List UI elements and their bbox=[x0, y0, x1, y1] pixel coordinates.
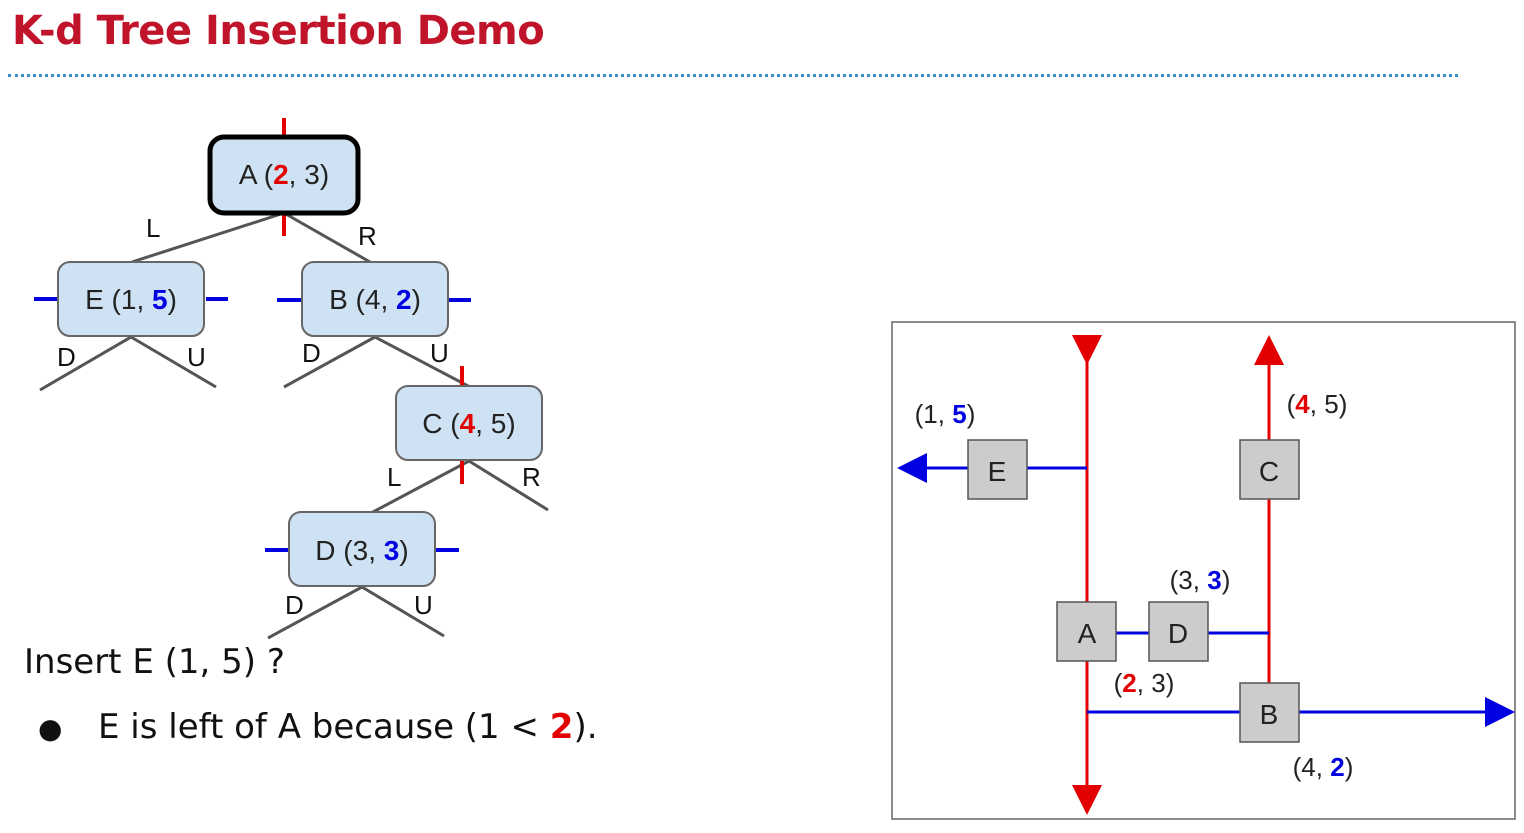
svg-text:A (2, 3): A (2, 3) bbox=[239, 159, 329, 190]
node-id: D bbox=[315, 535, 335, 566]
edge-label: R bbox=[358, 221, 377, 251]
plane-point-d: D bbox=[1148, 601, 1209, 662]
plane-point-e: E bbox=[967, 439, 1028, 500]
node-y: 3 bbox=[304, 159, 320, 190]
edge-label: D bbox=[57, 342, 76, 372]
title-divider bbox=[8, 74, 1458, 77]
node-id: B bbox=[329, 284, 348, 315]
node-y: 5 bbox=[491, 408, 507, 439]
edge-label: D bbox=[302, 338, 321, 368]
plane-panel bbox=[891, 321, 1516, 820]
node-id: C bbox=[422, 408, 442, 439]
edge-label: U bbox=[430, 338, 449, 368]
plane-point-c: C bbox=[1239, 439, 1300, 500]
tree-edges bbox=[39, 211, 549, 640]
node-y: 3 bbox=[384, 535, 400, 566]
node-y: 2 bbox=[396, 284, 412, 315]
node-x: 2 bbox=[273, 159, 289, 190]
bullet-icon: ● bbox=[38, 712, 63, 745]
node-x: 4 bbox=[365, 284, 381, 315]
svg-text:D (3, 3): D (3, 3) bbox=[315, 535, 408, 566]
plane-coord-a: (2, 3) bbox=[1114, 668, 1175, 698]
edge-labels: L R D U D U L R D U bbox=[57, 213, 541, 620]
insert-question: Insert E (1, 5) ? bbox=[24, 642, 285, 682]
bullet-highlight: 2 bbox=[549, 707, 574, 747]
bullet-text-prefix: E is left of A because (1 < bbox=[98, 707, 550, 747]
plane-coord-c: (4, 5) bbox=[1287, 389, 1348, 419]
edge-label: R bbox=[522, 462, 541, 492]
edge-label: D bbox=[285, 590, 304, 620]
edge-label: U bbox=[187, 342, 206, 372]
plane-coord-d: (3, 3) bbox=[1170, 565, 1231, 595]
bullet-text-suffix: ). bbox=[573, 707, 598, 747]
node-x: 1 bbox=[121, 284, 137, 315]
plane-point-a: A bbox=[1056, 601, 1117, 662]
split-ticks bbox=[34, 118, 471, 552]
point-label: B bbox=[1260, 699, 1279, 730]
point-label: A bbox=[1078, 618, 1097, 649]
node-x: 4 bbox=[460, 408, 476, 439]
node-id: E bbox=[85, 284, 104, 315]
point-label: D bbox=[1168, 618, 1188, 649]
edge-label: U bbox=[414, 590, 433, 620]
edge-label: L bbox=[146, 213, 160, 243]
plane-coord-e: (1, 5) bbox=[915, 399, 976, 429]
svg-text:B (4, 2): B (4, 2) bbox=[329, 284, 421, 315]
tree-node-a: A (2, 3) bbox=[207, 134, 361, 216]
tree-node-e: E (1, 5) bbox=[57, 261, 205, 337]
tree-node-c: C (4, 5) bbox=[395, 385, 543, 461]
point-label: C bbox=[1259, 456, 1279, 487]
node-x: 3 bbox=[353, 535, 369, 566]
edge-label: L bbox=[387, 462, 401, 492]
svg-text:C (4, 5): C (4, 5) bbox=[422, 408, 515, 439]
tree-node-d: D (3, 3) bbox=[288, 511, 436, 587]
point-label: E bbox=[988, 456, 1007, 487]
plane-point-b: B bbox=[1239, 682, 1300, 743]
node-id: A bbox=[239, 159, 258, 190]
slide-title: K-d Tree Insertion Demo bbox=[12, 8, 545, 54]
svg-text:E (1, 5): E (1, 5) bbox=[85, 284, 177, 315]
tree-node-b: B (4, 2) bbox=[301, 261, 449, 337]
explanation-bullet: ● E is left of A because (1 < 2). bbox=[38, 707, 598, 747]
node-y: 5 bbox=[152, 284, 168, 315]
plane-coord-b: (4, 2) bbox=[1293, 752, 1354, 782]
